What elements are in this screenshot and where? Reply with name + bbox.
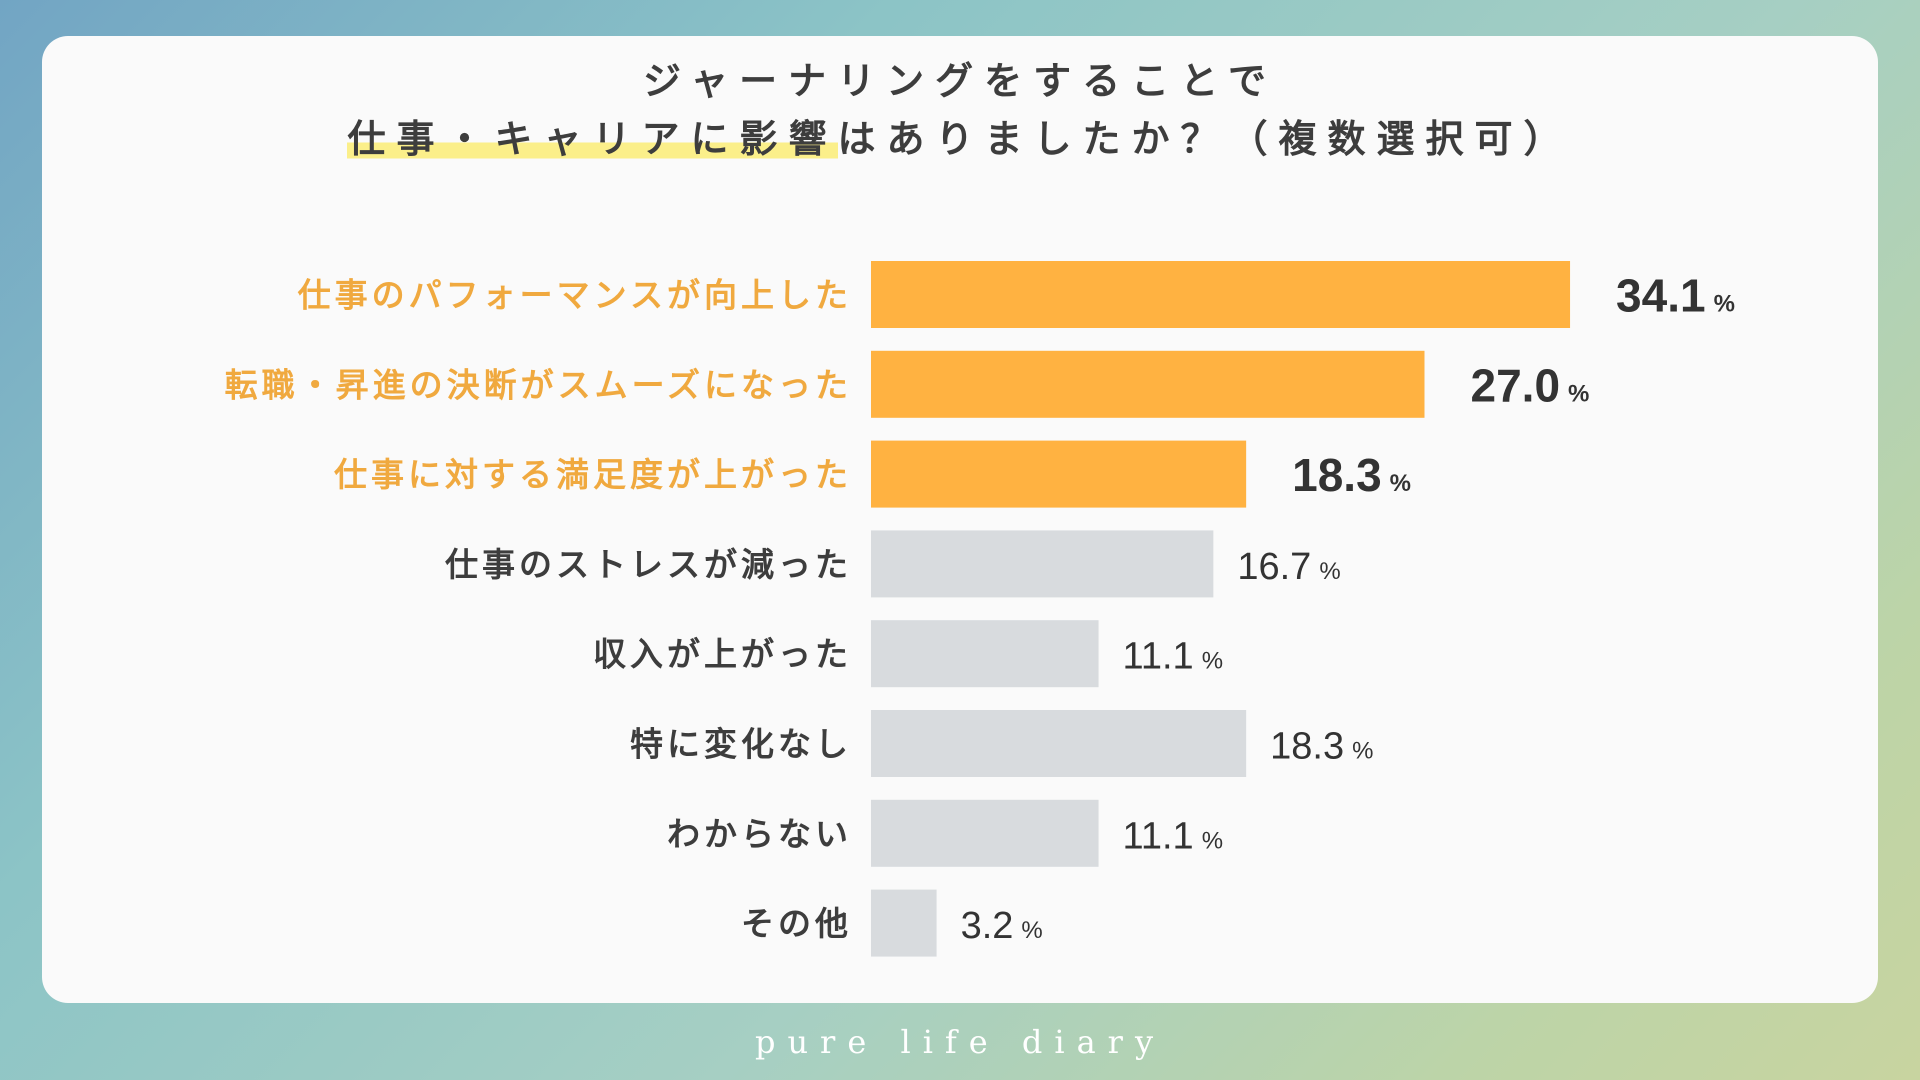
unit-label: % <box>1714 291 1735 318</box>
title-highlight-text: 仕事・キャリアに影響 <box>347 117 838 161</box>
bar <box>871 261 1571 328</box>
value-label: 11.1 <box>1123 815 1194 857</box>
category-label: 仕事のストレスが減った <box>445 545 852 584</box>
bar <box>871 440 1247 508</box>
value-label: 16.7 <box>1237 546 1311 588</box>
chart-title-line2: 仕事・キャリアに影響はありましたか？（複数選択可） <box>0 108 1920 163</box>
category-label: 特に変化なし <box>630 725 852 764</box>
value-label: 3.2 <box>961 905 1014 947</box>
value-label: 11.1 <box>1123 636 1194 678</box>
unit-label: % <box>1390 470 1411 497</box>
unit-label: % <box>1319 558 1340 585</box>
bar <box>871 350 1425 418</box>
unit-label: % <box>1352 738 1373 765</box>
value-label: 18.3 <box>1270 726 1344 768</box>
unit-label: % <box>1568 380 1589 407</box>
value-label: 27.0 <box>1471 359 1561 411</box>
unit-label: % <box>1202 827 1223 854</box>
title-rest-text: はありましたか？（複数選択可） <box>837 117 1573 161</box>
category-label: 転職・昇進の決断がスムーズになった <box>225 365 852 404</box>
category-label: その他 <box>741 904 852 943</box>
category-label: 収入が上がった <box>593 635 852 674</box>
bar <box>871 799 1099 867</box>
bar <box>871 710 1247 777</box>
category-label: 仕事のパフォーマンスが向上した <box>298 276 852 315</box>
value-label: 34.1 <box>1616 270 1706 322</box>
category-label: わからない <box>667 814 852 853</box>
brand-footer: pure life diary <box>754 1023 1166 1061</box>
category-label: 仕事に対する満足度が上がった <box>334 455 852 494</box>
value-label: 18.3 <box>1292 449 1382 501</box>
unit-label: % <box>1021 917 1042 944</box>
bar <box>871 620 1099 688</box>
chart-title-line1: ジャーナリングをすることで <box>643 59 1277 103</box>
bar <box>871 889 937 957</box>
bar <box>871 530 1214 598</box>
unit-label: % <box>1202 648 1223 675</box>
